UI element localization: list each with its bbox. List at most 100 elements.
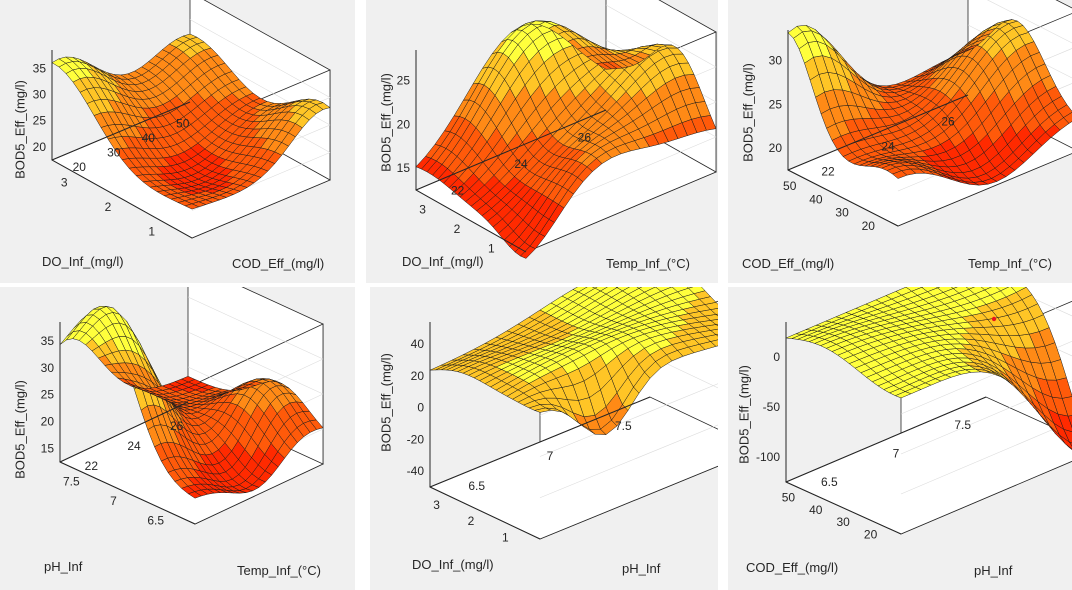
surface-facet <box>596 62 612 70</box>
surface-facet <box>636 287 643 289</box>
x-axis-label: COD_Eff_(mg/l) <box>742 256 835 271</box>
x-axis-label: COD_Eff_(mg/l) <box>746 560 839 575</box>
x-axis-line <box>59 461 196 525</box>
surface-facet <box>1011 287 1027 293</box>
axis-lines <box>787 30 969 227</box>
x-tick-label: 3 <box>61 176 68 190</box>
tick-labels: 3 2 1 22 24 26 15 20 25 <box>397 74 592 256</box>
z-tick-label: -100 <box>756 450 780 464</box>
z-tick-label: 35 <box>41 334 55 348</box>
x-tick-label: 50 <box>783 179 797 193</box>
grid-line <box>187 331 324 395</box>
z-tick-label: 20 <box>411 369 425 383</box>
z-tick-label: 20 <box>769 141 783 155</box>
y-axis-line <box>429 396 651 488</box>
x-tick-label: 30 <box>837 515 851 529</box>
y-axis-label: Temp_Inf_(°C) <box>237 563 321 578</box>
surface-mesh <box>785 287 1072 451</box>
z-tick-label: 35 <box>33 61 47 75</box>
axis-lines <box>415 50 607 253</box>
axis-lines <box>59 322 196 525</box>
z-axis-label: BOD5_Eff_(mg/l) <box>12 80 28 179</box>
surface-mesh <box>787 19 1072 186</box>
tick-labels: 7.5 7 6.5 22 24 26 15 20 25 30 35 <box>41 334 184 528</box>
y-axis-label: Temp_Inf_(°C) <box>606 256 690 271</box>
z-axis-label: BOD5_Eff_(mg/l) <box>12 380 28 479</box>
y-tick-label: 7 <box>547 449 554 463</box>
y-axis-label: pH_Inf <box>622 561 661 576</box>
surface-facet <box>950 287 958 289</box>
surface-mesh <box>429 287 718 435</box>
x-tick-label: 30 <box>835 206 849 220</box>
surface-panel-cod-temp: 50 40 30 20 22 24 26 20 25 30 BOD5_Eff_(mg/l) COD… <box>728 0 1072 283</box>
grid-line <box>539 383 718 457</box>
y-tick-label: 7.5 <box>615 419 632 433</box>
x-axis-label: pH_Inf <box>44 559 83 574</box>
z-tick-label: 20 <box>41 415 55 429</box>
x-axis-label: DO_Inf_(mg/l) <box>412 557 494 572</box>
z-tick-label: 30 <box>33 88 47 102</box>
x-tick-label: 2 <box>454 222 461 236</box>
surface-panel-ph-temp: 7.5 7 6.5 22 24 26 15 20 25 30 35 BOD5_Eff_(mg/l) … <box>0 287 355 590</box>
y-axis-label: pH_Inf <box>974 563 1013 578</box>
surface-plot-cod-ph: 50 40 30 20 6.5 7 7.5 -100 -50 0 <box>756 287 1072 542</box>
x-axis-line <box>429 486 541 540</box>
grid-line <box>649 355 718 389</box>
surface-mesh <box>51 33 331 210</box>
x-tick-label: 1 <box>488 241 495 255</box>
axis-lines <box>51 50 193 239</box>
z-tick-label: 40 <box>411 337 425 351</box>
x-tick-label: 3 <box>433 498 440 512</box>
y-axis-line <box>59 401 189 463</box>
y-tick-label: 24 <box>127 439 141 453</box>
z-tick-label: 25 <box>33 114 47 128</box>
y-tick-label: 6.5 <box>821 475 838 489</box>
y-tick-label: 22 <box>451 184 465 198</box>
surface-plot-do-cod: 3 2 1 20 30 40 50 20 25 30 35 <box>33 0 331 239</box>
x-tick-label: 2 <box>468 514 475 528</box>
surface-facet <box>958 47 974 55</box>
y-tick-label: 7.5 <box>954 418 971 432</box>
y-tick-label: 22 <box>821 165 835 179</box>
x-tick-label: 50 <box>782 490 796 504</box>
x-tick-label: 20 <box>862 219 876 233</box>
tick-labels: 3 2 1 20 30 40 50 20 25 30 35 <box>33 61 190 238</box>
z-tick-label: 25 <box>41 388 55 402</box>
y-tick-label: 6.5 <box>468 479 485 493</box>
x-axis-line <box>415 189 527 253</box>
grid-line <box>986 0 1072 44</box>
z-tick-label: 30 <box>769 54 783 68</box>
x-axis-line <box>51 159 193 239</box>
z-tick-label: 30 <box>41 361 55 375</box>
surface-facet <box>655 287 673 292</box>
surface-facet <box>594 287 608 292</box>
surface-facet <box>688 287 706 294</box>
surface-plot-ph-temp: 7.5 7 6.5 22 24 26 15 20 25 30 35 <box>41 287 324 528</box>
surface-facet <box>686 287 694 289</box>
surface-facet <box>615 287 619 288</box>
z-tick-label: -40 <box>407 464 425 478</box>
tick-labels: 3 2 1 6.5 7 7.5 -40 -20 0 20 40 <box>407 337 632 544</box>
axis-lines <box>785 322 987 535</box>
y-axis-label: COD_Eff_(mg/l) <box>232 256 325 271</box>
grid-line <box>1007 287 1072 317</box>
surface-plot-do-temp: 3 2 1 22 24 26 15 20 25 <box>397 0 717 259</box>
z-tick-label: 20 <box>397 117 411 131</box>
y-tick-label: 7 <box>893 447 900 461</box>
y-tick-label: 22 <box>85 459 99 473</box>
x-tick-label: 7 <box>110 494 117 508</box>
surface-facet <box>572 287 588 293</box>
z-tick-label: 15 <box>41 442 55 456</box>
grid-line <box>605 4 717 68</box>
x-axis-line <box>785 481 902 535</box>
z-axis-label: BOD5_Eff_(mg/l) <box>378 73 394 172</box>
y-tick-label: 20 <box>73 160 87 174</box>
z-tick-label: 0 <box>417 401 424 415</box>
y-tick-label: 24 <box>881 140 895 154</box>
y-axis-line <box>785 396 987 483</box>
y-tick-label: 26 <box>578 130 592 144</box>
z-tick-label: 20 <box>33 140 47 154</box>
x-tick-label: 2 <box>105 200 112 214</box>
surface-mesh <box>59 306 324 499</box>
x-axis-line <box>787 169 899 227</box>
